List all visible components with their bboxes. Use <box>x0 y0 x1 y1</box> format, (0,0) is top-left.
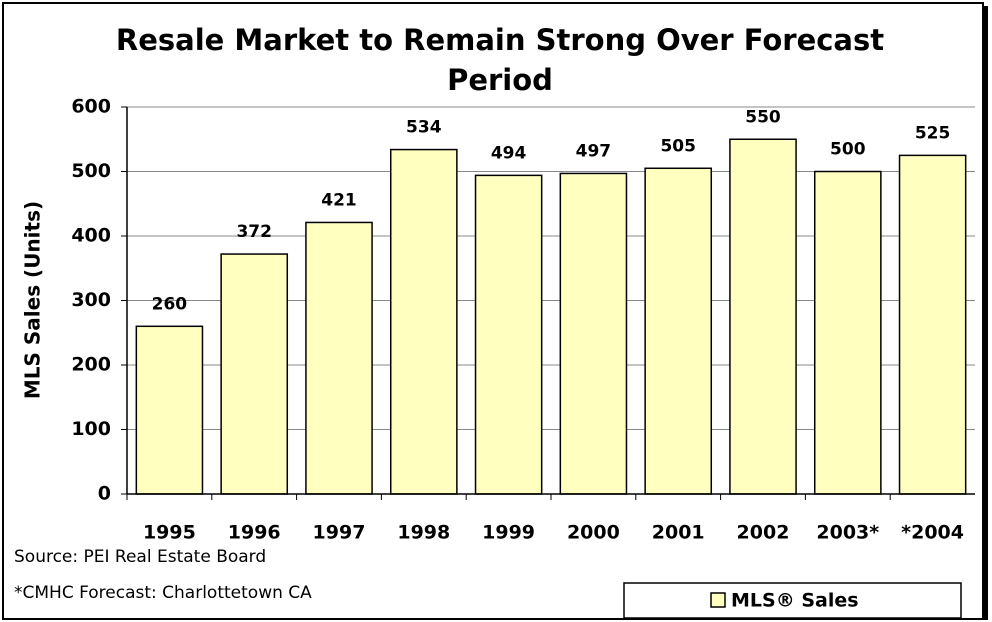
x-tick-label: *2004 <box>901 522 964 544</box>
y-tick-label: 400 <box>71 225 111 247</box>
legend-swatch <box>710 592 726 608</box>
x-tick-label: 1997 <box>313 522 366 544</box>
y-tick-label: 600 <box>71 96 111 118</box>
value-label: 550 <box>745 107 781 127</box>
x-tick-label: 1995 <box>143 522 196 544</box>
value-label: 525 <box>915 123 951 143</box>
x-tick-label: 1996 <box>228 522 281 544</box>
bar <box>135 325 204 495</box>
value-label: 534 <box>406 118 442 138</box>
y-tick-label: 200 <box>71 354 111 376</box>
value-label: 497 <box>576 141 612 161</box>
bar <box>559 172 628 495</box>
y-axis-label: MLS Sales (Units) <box>21 201 45 399</box>
value-label: 372 <box>236 222 272 242</box>
legend-label: MLS® Sales <box>731 590 859 612</box>
x-tick-label: 2003* <box>816 522 879 544</box>
x-tick-label: 1999 <box>482 522 535 544</box>
bar <box>305 221 373 495</box>
value-label: 500 <box>830 140 866 160</box>
bar <box>220 253 289 495</box>
value-label: 494 <box>491 143 527 163</box>
value-label: 421 <box>321 190 357 210</box>
x-tick-label: 1998 <box>397 522 450 544</box>
bar <box>389 148 458 495</box>
value-label: 505 <box>660 136 696 156</box>
bar <box>813 170 882 495</box>
x-tick-label: 2001 <box>652 522 705 544</box>
value-label: 260 <box>152 294 188 314</box>
y-tick-label: 500 <box>71 160 111 182</box>
bar <box>474 174 543 495</box>
chart-title: Resale Market to Remain Strong Over Fore… <box>115 23 885 97</box>
x-tick-label: 2002 <box>737 522 790 544</box>
bar <box>644 167 713 495</box>
y-tick-label: 300 <box>71 289 111 311</box>
bar <box>898 154 967 495</box>
legend-box <box>623 582 962 619</box>
x-tick-label: 2000 <box>567 522 620 544</box>
bar <box>729 138 797 495</box>
source-note: Source: PEI Real Estate Board <box>14 547 266 567</box>
y-tick-label: 100 <box>71 418 111 440</box>
forecast-note: *CMHC Forecast: Charlottetown CA <box>14 583 312 603</box>
y-tick-label: 0 <box>98 483 111 505</box>
